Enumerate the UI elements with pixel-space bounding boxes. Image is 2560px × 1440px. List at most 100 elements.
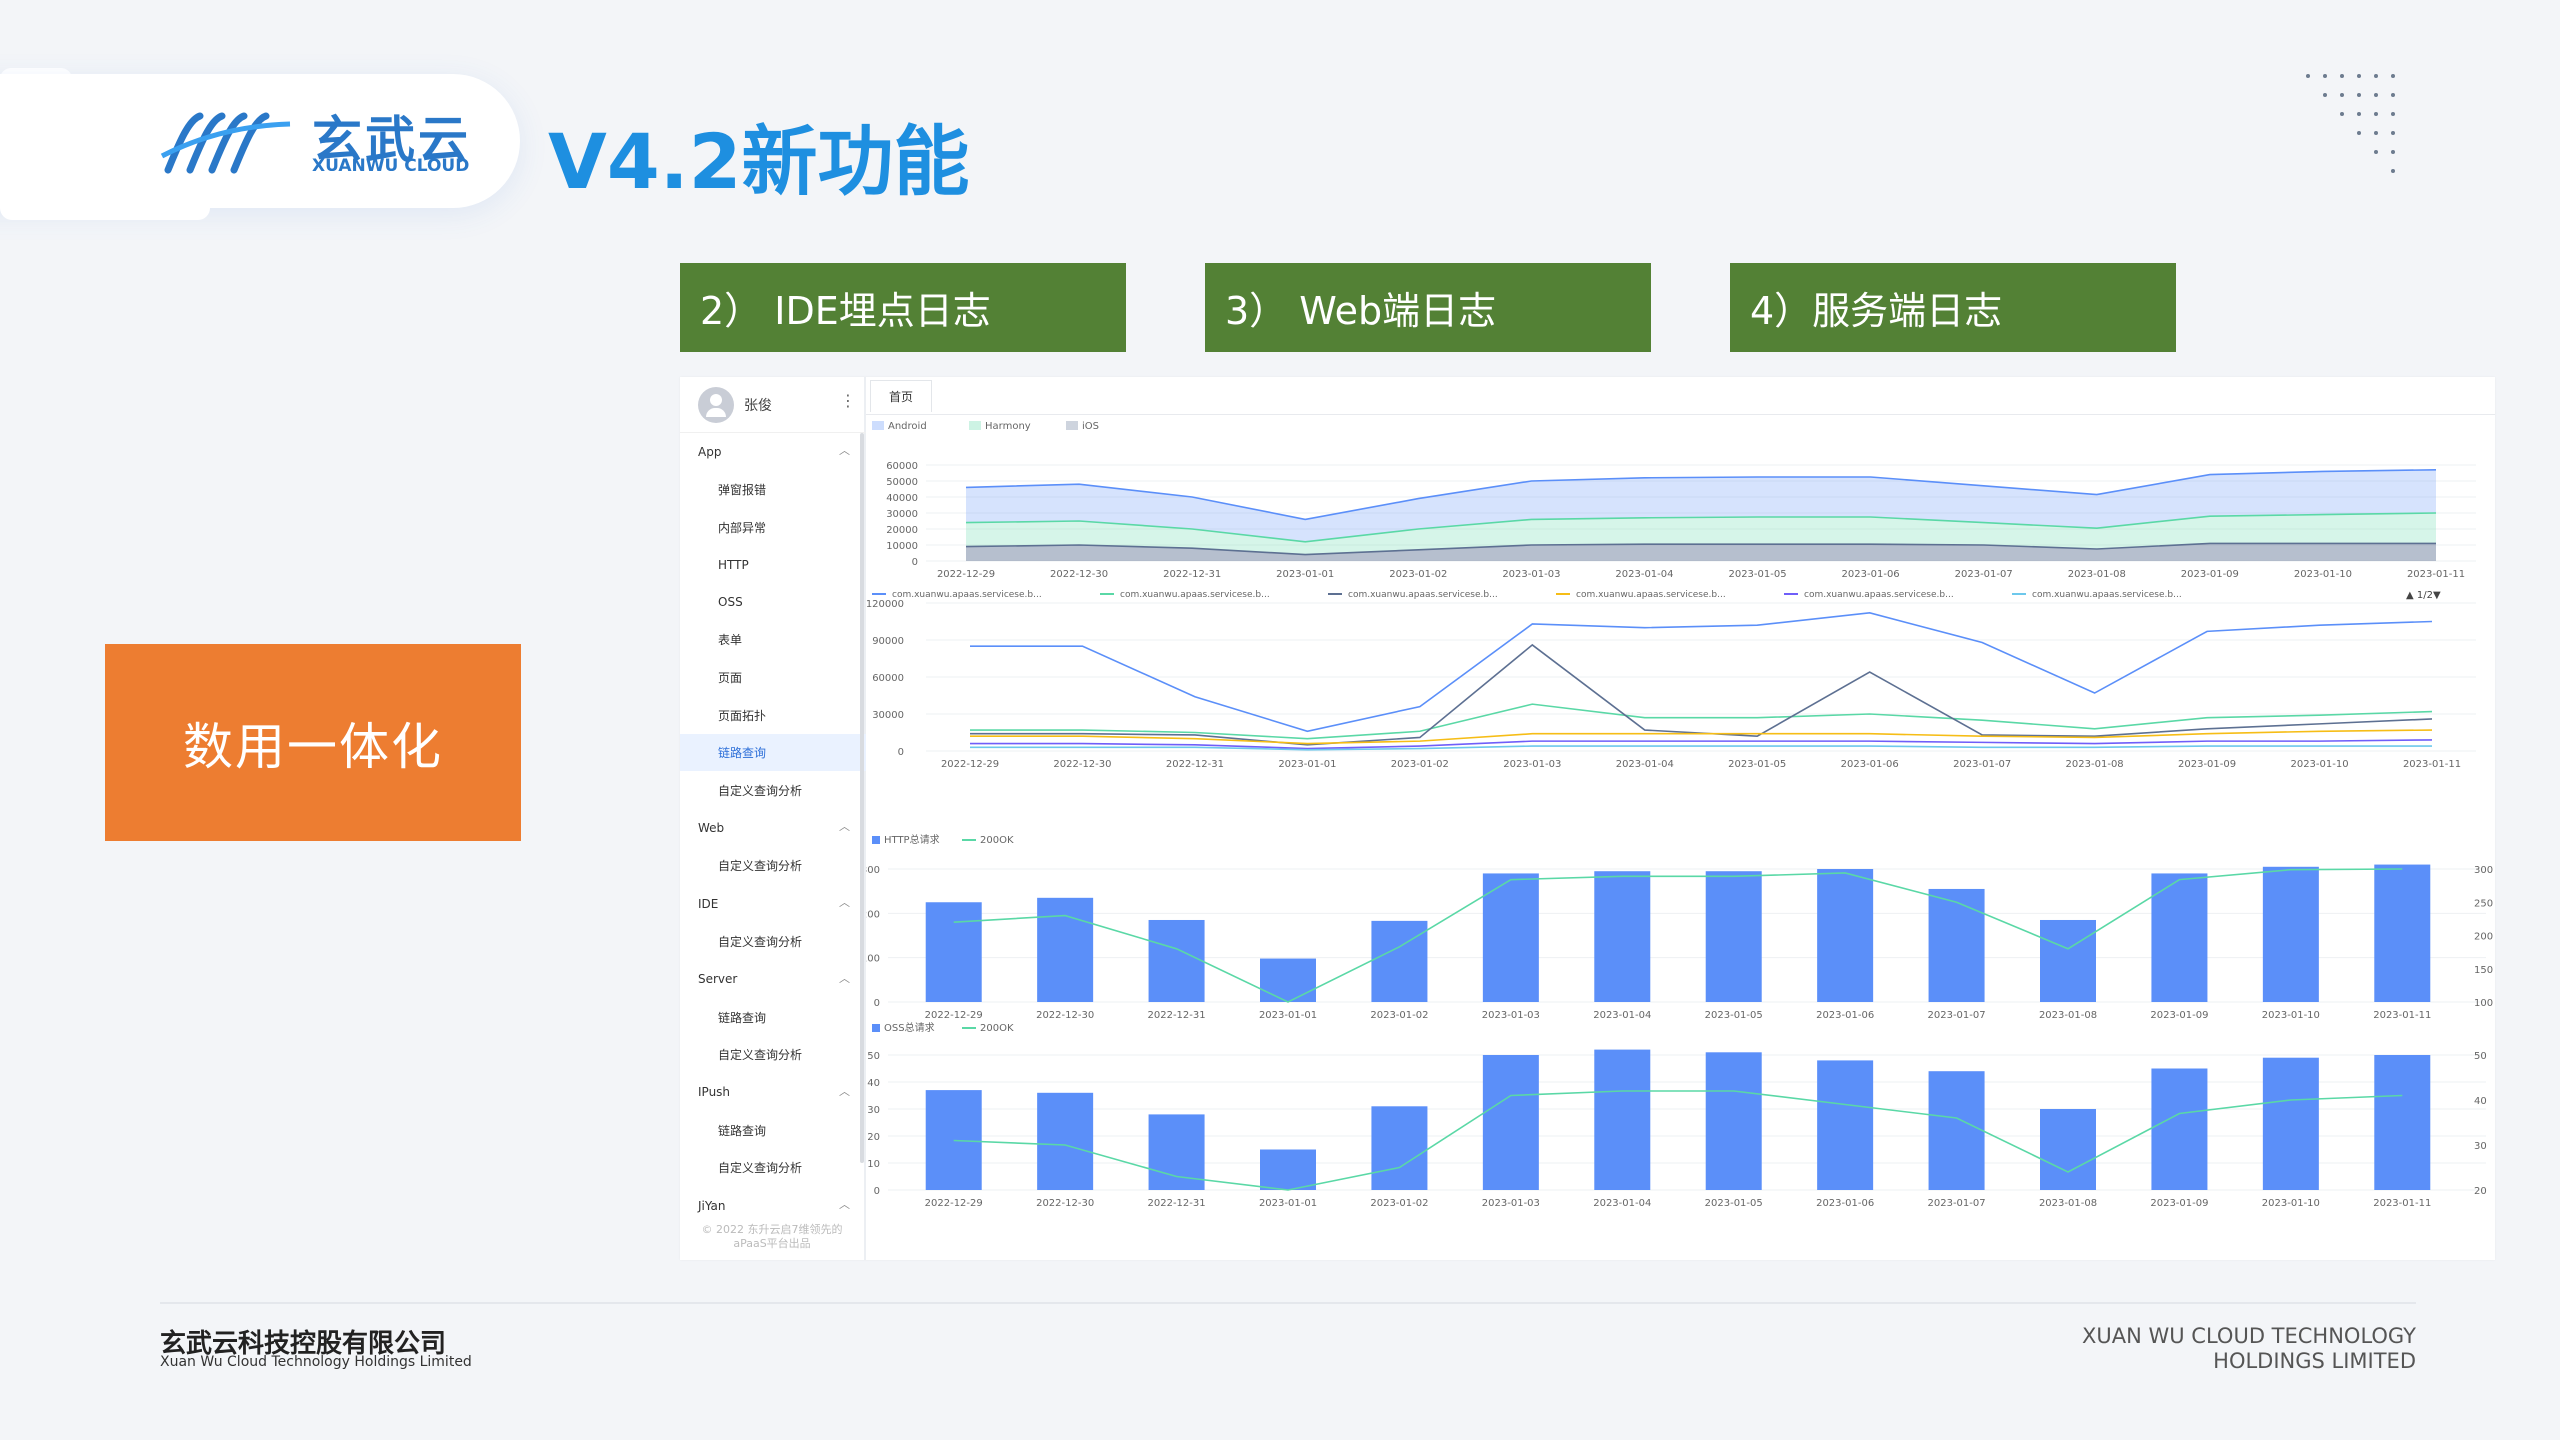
bar (1817, 1060, 1873, 1190)
x-tick-label: 2022-12-31 (1148, 1198, 1206, 1209)
company-name-en-right: HOLDINGS LIMITED (2060, 1349, 2416, 1373)
legend-label: com.xuanwu.apaas.servicese.b... (892, 590, 1042, 600)
menu-group-app[interactable]: App ︿ (680, 433, 866, 470)
dot (2391, 93, 2395, 97)
x-tick-label: 2022-12-29 (937, 569, 995, 580)
menu-item[interactable]: 页面 (680, 659, 866, 696)
menu-label: Server (698, 972, 737, 986)
y-tick-label: 0 (912, 557, 918, 568)
x-tick-label: 2023-01-08 (2039, 1198, 2097, 1209)
bar (1594, 871, 1650, 1002)
menu-label: 自定义查询分析 (718, 857, 802, 874)
section-web-log: 3） Web端日志 (1205, 263, 1651, 352)
footer-line: aPaaS平台出品 (692, 1237, 852, 1251)
chevron-up-icon[interactable]: ︿ (839, 970, 850, 986)
y-tick-label: 200 (866, 909, 880, 920)
bar (1149, 920, 1205, 1002)
avatar[interactable] (698, 387, 734, 423)
more-icon[interactable]: ⋮ (840, 391, 856, 410)
menu-label: 页面拓扑 (718, 707, 766, 724)
chevron-up-icon[interactable]: ︿ (839, 442, 850, 458)
menu-item[interactable]: 自定义查询分析 (680, 923, 866, 960)
x-tick-label: 2023-01-05 (1728, 569, 1786, 580)
menu-group-ipush[interactable]: IPush ︿ (680, 1074, 866, 1111)
x-tick-label: 2023-01-07 (1955, 569, 2013, 580)
x-tick-label: 2022-12-29 (941, 759, 999, 770)
dot (2391, 131, 2395, 135)
xuanwu-logo-icon (160, 106, 300, 178)
menu-label: 表单 (718, 631, 742, 648)
x-tick-label: 2023-01-01 (1259, 1010, 1317, 1021)
x-tick-label: 2023-01-10 (2262, 1010, 2320, 1021)
bar (1929, 1071, 1985, 1190)
chevron-up-icon[interactable]: ︿ (839, 818, 850, 834)
sidebar-footer: © 2022 东升云启7维领先的 aPaaS平台出品 (692, 1223, 852, 1251)
legend-swatch (872, 1024, 880, 1032)
menu-item[interactable]: 表单 (680, 621, 866, 658)
sidebar-scrollbar[interactable] (860, 433, 864, 1163)
bar (1371, 921, 1427, 1002)
x-tick-label: 2023-01-10 (2294, 569, 2352, 580)
menu-item[interactable]: 页面拓扑 (680, 697, 866, 734)
x-tick-label: 2022-12-29 (925, 1198, 983, 1209)
menu-item[interactable]: 链路查询 (680, 734, 866, 771)
dot (2391, 112, 2395, 116)
section-server-log: 4）服务端日志 (1730, 263, 2176, 352)
dashboard-charts: Android Harmony iOS01000020000300004000050… (866, 415, 2495, 1260)
menu-label: Web (698, 821, 724, 835)
menu-item[interactable]: OSS (680, 584, 866, 621)
y-tick-label-right: 300 (2474, 865, 2493, 876)
y-tick-label: 50 (867, 1051, 880, 1062)
bar (1037, 1093, 1093, 1190)
x-tick-label: 2023-01-08 (2039, 1010, 2097, 1021)
chevron-up-icon[interactable]: ︿ (839, 894, 850, 910)
y-tick-label: 60000 (872, 673, 904, 684)
y-tick-label-right: 100 (2474, 998, 2493, 1009)
x-tick-label: 2023-01-06 (1816, 1010, 1874, 1021)
x-tick-label: 2022-12-30 (1036, 1010, 1094, 1021)
x-tick-label: 2023-01-08 (2066, 759, 2124, 770)
dot (2391, 74, 2395, 78)
dot (2340, 74, 2344, 78)
x-tick-label: 2023-01-02 (1370, 1198, 1428, 1209)
y-tick-label: 300 (866, 865, 880, 876)
menu-label: HTTP (718, 558, 749, 572)
menu-item[interactable]: 自定义查询分析 (680, 1149, 866, 1186)
tab-home[interactable]: 首页 (870, 380, 932, 412)
dot (2374, 74, 2378, 78)
bar (2374, 865, 2430, 1002)
menu-item[interactable]: HTTP (680, 546, 866, 583)
menu-group-jiyan[interactable]: JiYan ︿ (680, 1187, 866, 1224)
menu-item[interactable]: 自定义查询分析 (680, 1036, 866, 1073)
sidebar: 张俊 ⋮ App ︿ 弹窗报错 内部异常 HTTP OSS 表单 页面 页面拓扑 链路查询 自定义查… (680, 377, 866, 1260)
menu-item[interactable]: 弹窗报错 (680, 471, 866, 508)
dot (2306, 74, 2310, 78)
y-tick-label: 90000 (872, 636, 904, 647)
x-tick-label: 2023-01-05 (1705, 1198, 1763, 1209)
menu-item[interactable]: 自定义查询分析 (680, 847, 866, 884)
legend-label: com.xuanwu.apaas.servicese.b... (1576, 590, 1726, 600)
y-tick-label: 30000 (872, 710, 904, 721)
legend-label: 200OK (980, 1023, 1014, 1034)
x-tick-label: 2023-01-11 (2373, 1198, 2431, 1209)
bar (2374, 1055, 2430, 1190)
menu-group-web[interactable]: Web ︿ (680, 809, 866, 846)
logo-text-en: XUANWU CLOUD (312, 156, 469, 176)
menu-group-server[interactable]: Server ︿ (680, 961, 866, 998)
x-tick-label: 2023-01-09 (2181, 569, 2239, 580)
menu-item[interactable]: 内部异常 (680, 509, 866, 546)
bar (2040, 1109, 2096, 1190)
x-tick-label: 2023-01-02 (1370, 1010, 1428, 1021)
x-tick-label: 2023-01-02 (1391, 759, 1449, 770)
user-header[interactable]: 张俊 ⋮ (680, 377, 866, 433)
menu-group-ide[interactable]: IDE ︿ (680, 885, 866, 922)
chevron-up-icon[interactable]: ︿ (839, 1083, 850, 1099)
menu-item[interactable]: 自定义查询分析 (680, 772, 866, 809)
legend-label: OSS总请求 (884, 1021, 935, 1034)
menu-item[interactable]: 链路查询 (680, 1112, 866, 1149)
menu-item[interactable]: 链路查询 (680, 999, 866, 1036)
x-tick-label: 2023-01-01 (1278, 759, 1336, 770)
x-tick-label: 2022-12-30 (1053, 759, 1111, 770)
menu-label: OSS (718, 595, 743, 609)
chevron-up-icon[interactable]: ︿ (839, 1196, 850, 1212)
